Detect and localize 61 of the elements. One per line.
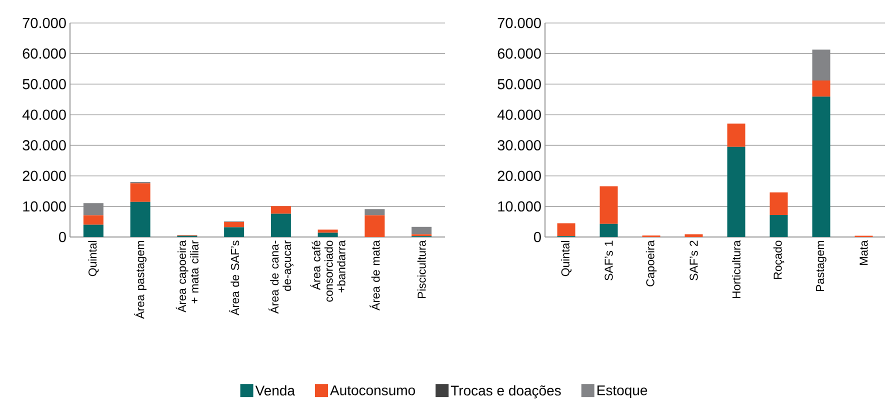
bar <box>364 209 385 216</box>
bar <box>224 222 244 228</box>
x-tick-label: Área pastagem <box>134 240 146 319</box>
bar <box>83 215 104 225</box>
bar <box>364 215 385 237</box>
bar <box>812 80 830 97</box>
bar <box>270 214 291 237</box>
bar <box>83 203 104 216</box>
y-tick-label: 10.000 <box>498 201 541 212</box>
y-tick-label: 20.000 <box>498 170 541 181</box>
y-tick-label: 70.000 <box>22 18 66 28</box>
x-tick-label: Área de cana-de-açucar <box>268 240 294 314</box>
x-tick-label: Área capoeira + mata ciliar <box>176 240 198 312</box>
y-tick-label: 30.000 <box>22 140 66 150</box>
y-tick-label: 40.000 <box>497 110 541 120</box>
bar <box>412 226 432 234</box>
legend-label: Trocas e doações <box>450 385 561 398</box>
bar <box>318 232 338 237</box>
bar <box>600 186 618 224</box>
y-tick-label: 50.000 <box>498 79 541 90</box>
x-tick-label: SAF’s 2 <box>690 240 698 280</box>
bar <box>727 146 746 237</box>
legend-label: Venda <box>255 385 295 396</box>
x-tick-label: Quintal <box>88 240 99 276</box>
x-tick-label: Piscicultura <box>417 240 426 298</box>
legend-label: Autoconsumo <box>330 386 415 396</box>
bar <box>130 202 150 237</box>
x-tick-label: Área de mata <box>370 240 380 310</box>
legend-label: Estoque <box>598 386 648 398</box>
bar <box>83 224 104 237</box>
y-tick-label: 50.000 <box>22 79 66 90</box>
y-tick-label: 0 <box>534 232 541 242</box>
bar <box>224 227 244 237</box>
y-tick-label: 70.000 <box>498 18 541 28</box>
bar <box>270 206 291 214</box>
y-tick-label: 10.000 <box>23 201 66 212</box>
y-tick-label: 60.000 <box>22 48 66 59</box>
y-tick-label: 60.000 <box>498 48 541 59</box>
bar <box>557 223 576 236</box>
x-tick-label: Pastagem <box>816 240 826 292</box>
bar <box>684 234 703 237</box>
x-tick-label: SAF’s 1 <box>604 240 613 280</box>
x-tick-label: Capoeira <box>646 240 657 286</box>
y-tick-label: 30.000 <box>498 140 541 150</box>
x-tick-label: Mata <box>860 240 868 265</box>
y-tick-label: 0 <box>58 232 66 242</box>
bar <box>318 230 338 233</box>
y-tick-label: 20.000 <box>22 170 66 181</box>
bar <box>770 192 788 215</box>
bar <box>770 214 788 237</box>
x-tick-label: Área café consorciado +bandarra <box>310 240 346 302</box>
bar <box>812 50 830 80</box>
x-tick-label: Quintal <box>561 240 572 276</box>
bar <box>727 124 746 147</box>
y-tick-label: 40.000 <box>22 110 66 120</box>
x-tick-label: Horticultura <box>732 240 740 298</box>
x-tick-label: Área de SAF’s <box>229 240 240 316</box>
bar <box>812 96 830 237</box>
x-tick-label: Roçado <box>773 240 784 279</box>
bar <box>130 183 150 202</box>
bar <box>600 224 618 237</box>
